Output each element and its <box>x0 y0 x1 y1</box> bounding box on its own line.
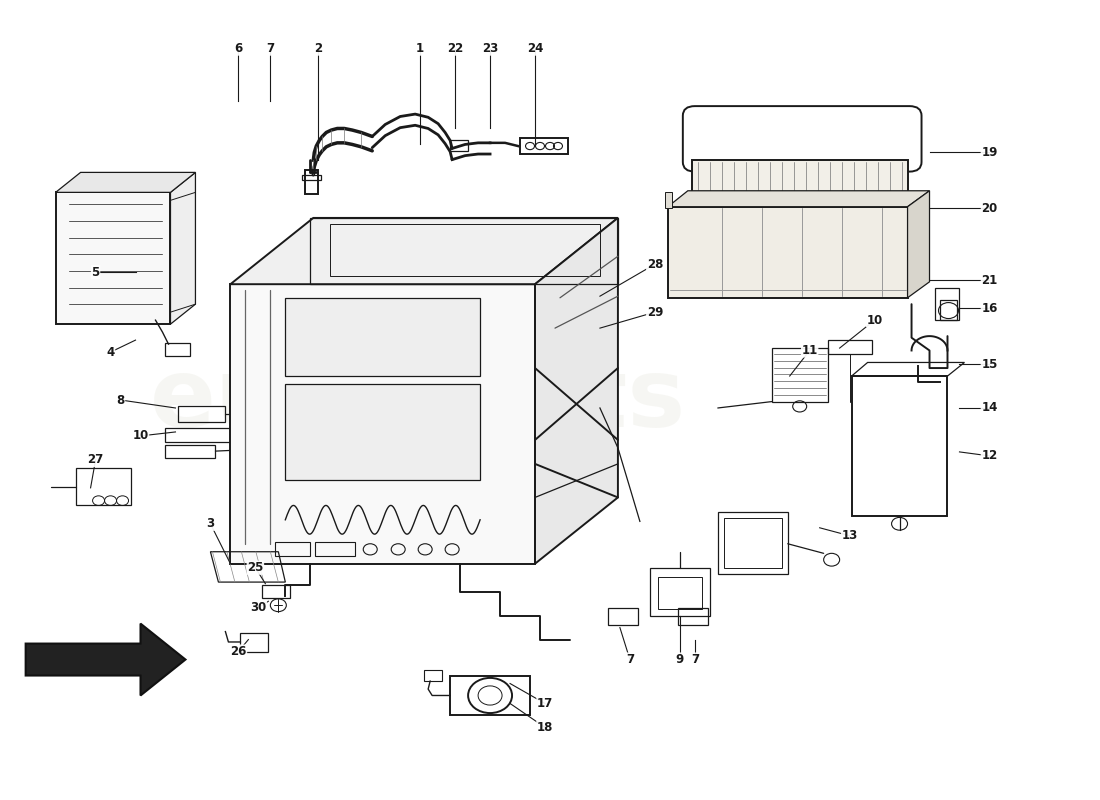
Text: 18: 18 <box>537 721 553 734</box>
Polygon shape <box>170 172 196 324</box>
Polygon shape <box>692 161 907 206</box>
Polygon shape <box>908 190 930 298</box>
Text: 2: 2 <box>315 42 322 55</box>
Text: 30: 30 <box>250 601 266 614</box>
Polygon shape <box>535 218 618 564</box>
Text: 20: 20 <box>981 202 998 215</box>
Polygon shape <box>25 624 186 695</box>
Text: 19: 19 <box>981 146 998 159</box>
Text: 8: 8 <box>117 394 124 406</box>
Polygon shape <box>668 206 907 298</box>
Text: 22: 22 <box>447 42 463 55</box>
Polygon shape <box>668 190 930 206</box>
Text: 27: 27 <box>87 454 103 466</box>
Polygon shape <box>285 298 480 376</box>
Text: 29: 29 <box>647 306 663 318</box>
Polygon shape <box>285 384 480 480</box>
Text: 16: 16 <box>981 302 998 314</box>
Text: 7: 7 <box>266 42 274 55</box>
Polygon shape <box>230 284 535 564</box>
Text: 10: 10 <box>867 314 882 326</box>
Text: 6: 6 <box>234 42 242 55</box>
Text: 13: 13 <box>842 530 858 542</box>
Text: 15: 15 <box>981 358 998 370</box>
Text: 14: 14 <box>981 402 998 414</box>
Text: 7: 7 <box>626 653 634 666</box>
Text: 10: 10 <box>132 430 148 442</box>
Text: 4: 4 <box>107 346 114 358</box>
Polygon shape <box>230 218 618 284</box>
Text: euroParts: euroParts <box>150 354 686 446</box>
Text: a passion since 1995: a passion since 1995 <box>279 483 557 509</box>
Text: 3: 3 <box>207 518 215 530</box>
Polygon shape <box>56 172 196 192</box>
Polygon shape <box>664 192 672 208</box>
Text: 26: 26 <box>230 645 246 658</box>
Text: 17: 17 <box>537 697 553 710</box>
Text: 11: 11 <box>802 344 817 357</box>
Text: 12: 12 <box>981 450 998 462</box>
Text: 1: 1 <box>416 42 425 55</box>
Text: 9: 9 <box>675 653 684 666</box>
Text: 5: 5 <box>91 266 100 278</box>
Text: 25: 25 <box>248 562 264 574</box>
Text: 23: 23 <box>482 42 498 55</box>
Text: 28: 28 <box>647 258 663 270</box>
Text: 24: 24 <box>527 42 543 55</box>
Polygon shape <box>56 192 170 324</box>
Text: 21: 21 <box>981 274 998 286</box>
Text: 7: 7 <box>691 653 698 666</box>
